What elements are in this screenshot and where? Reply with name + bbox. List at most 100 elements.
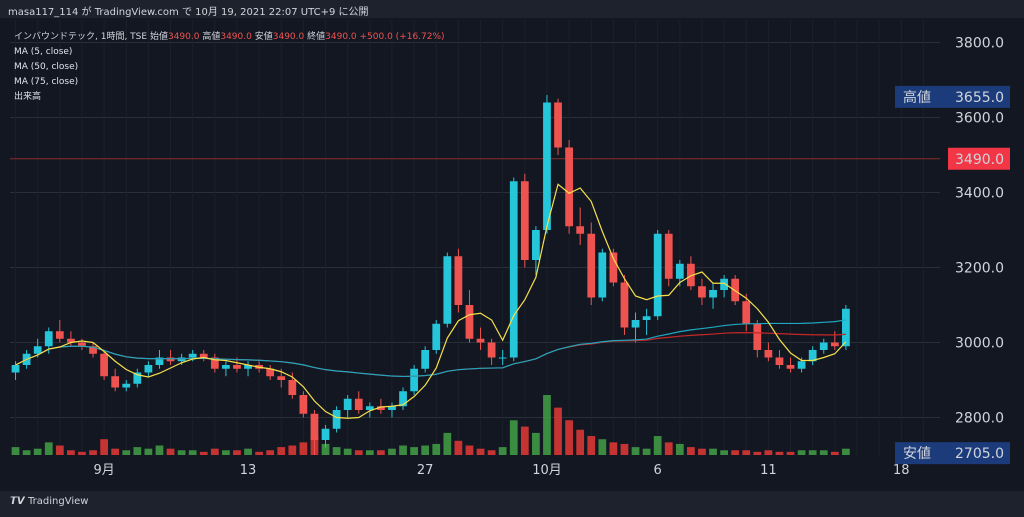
volume-bar-64: [720, 450, 728, 455]
volume-bar-57: [642, 448, 651, 455]
publish-bar: masa117_114 が TradingView.com で 10月 19, …: [0, 0, 1024, 18]
footer: 𝙏𝙑 TradingView: [0, 491, 1024, 517]
high-marker-bg: [895, 85, 1010, 108]
volume-bar-15: [177, 450, 186, 455]
volume-bar-36: [410, 447, 418, 455]
candle-body-60: [675, 263, 684, 279]
price-tick-3: 3200.0: [955, 261, 1004, 277]
volume-bar-14: [166, 448, 175, 455]
volume-bar-40: [454, 440, 463, 455]
candle-body-12: [144, 365, 153, 373]
time-axis: 9月 13 27 10月 6 11 18: [93, 463, 909, 478]
candle-body-2: [33, 346, 42, 354]
volume-bar-33: [377, 450, 385, 455]
volume-bar-60: [675, 443, 684, 455]
volume-bar-71: [797, 450, 806, 455]
volume-bar-72: [808, 450, 817, 455]
last-price-marker-bg: [948, 147, 1010, 170]
candle-body-54: [609, 252, 618, 283]
brand-name: TradingView: [28, 496, 89, 507]
volume-bar-68: [764, 450, 773, 455]
volume-bar-17: [199, 451, 208, 455]
volume-bar-53: [598, 439, 607, 455]
volume-bar-11: [133, 447, 142, 455]
volume-bar-9: [111, 448, 120, 455]
volume-bar-46: [520, 426, 529, 455]
candle-body-43: [487, 342, 496, 358]
candle-body-61: [687, 263, 695, 287]
volume-bar-42: [476, 448, 485, 455]
candle-body-40: [454, 256, 463, 305]
candle-body-48: [543, 102, 551, 230]
candle-body-23: [266, 368, 275, 377]
candle-body-52: [587, 233, 596, 298]
ma50-line: [15, 319, 846, 378]
volume-bar-34: [388, 448, 396, 455]
legend-ma50[interactable]: MA (50, close): [14, 62, 79, 72]
candles: [11, 95, 850, 455]
candle-body-67: [753, 323, 762, 350]
close-value: 3490.0: [325, 32, 357, 42]
candle-body-11: [133, 372, 142, 384]
candle-body-39: [443, 256, 452, 324]
volume-bar-6: [78, 451, 86, 455]
volume-bar-18: [210, 448, 219, 455]
candle-body-63: [709, 290, 717, 298]
legend-volume[interactable]: 出来高: [14, 92, 42, 102]
open-value: 3490.0: [167, 32, 200, 42]
candle-body-69: [775, 357, 784, 365]
candle-body-31: [354, 398, 363, 410]
moving-averages: [15, 183, 847, 419]
chart-legend: インバウンドテック, 1時間, TSE 始値3490.0 高値3490.0 安値…: [14, 30, 445, 105]
time-tick-3: 10月: [532, 463, 562, 478]
candle-body-53: [598, 252, 607, 298]
high-value: 3490.0: [220, 32, 252, 42]
candle-body-30: [343, 398, 352, 410]
candle-body-59: [664, 233, 673, 279]
legend-ma5[interactable]: MA (5, close): [14, 47, 73, 57]
volume-bar-4: [55, 445, 64, 455]
low-marker-bg: [895, 442, 1010, 465]
tradingview-logo[interactable]: 𝙏𝙑 TradingView: [10, 496, 88, 507]
candle-body-74: [830, 342, 839, 347]
candle-body-57: [642, 316, 651, 320]
volume-bar-8: [100, 439, 108, 455]
volume-bar-63: [709, 448, 717, 455]
candle-body-45: [509, 181, 518, 358]
volume-bar-67: [753, 451, 762, 455]
candle-body-55: [620, 282, 629, 328]
candle-body-33: [377, 406, 385, 410]
candle-body-27: [310, 413, 319, 440]
candle-body-26: [299, 395, 308, 414]
legend-ma75[interactable]: MA (75, close): [14, 77, 79, 87]
volume-bar-0: [11, 447, 20, 455]
candle-body-29: [332, 410, 341, 429]
volume-bar-52: [587, 436, 596, 455]
volume-bar-65: [731, 450, 740, 455]
volume-bar-10: [122, 450, 131, 455]
candle-body-75: [842, 308, 850, 347]
candle-body-19: [222, 365, 230, 369]
candle-body-46: [520, 181, 529, 260]
candle-body-8: [100, 353, 108, 377]
change-value: +500.0 (+16.72%): [359, 32, 445, 42]
volume-bar-28: [321, 443, 330, 455]
open-label: 始値: [149, 32, 168, 42]
price-tick-2: 3400.0: [955, 186, 1004, 202]
candle-body-51: [576, 226, 585, 234]
candle-body-34: [388, 406, 396, 410]
volume-bar-50: [565, 420, 573, 455]
volume-bar-69: [775, 451, 784, 455]
volume-bar-41: [465, 445, 474, 455]
volume-bar-22: [255, 451, 263, 455]
candle-body-16: [188, 353, 197, 358]
volume-bar-23: [266, 450, 275, 455]
tv-logo-icon: 𝙏𝙑: [10, 496, 29, 507]
volume-bar-75: [842, 448, 850, 455]
ma5-line: [15, 183, 847, 419]
candle-body-66: [742, 301, 751, 324]
volume-bar-51: [576, 429, 585, 455]
candle-body-49: [554, 102, 562, 148]
candle-body-38: [432, 323, 441, 350]
